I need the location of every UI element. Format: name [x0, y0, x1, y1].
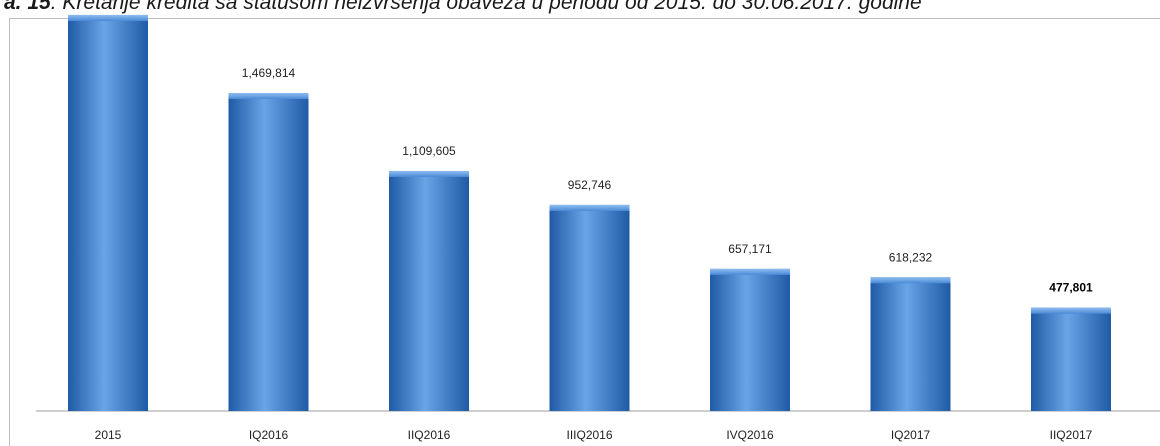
bars-group	[68, 14, 1111, 411]
bar-cap-iiq2017	[1031, 307, 1111, 314]
figure-caption-text: . Kretanje kredita sa statusom neizvršen…	[50, 0, 922, 14]
value-label-iq2016: 1,469,814	[242, 66, 296, 80]
category-label-2015: 2015	[95, 428, 122, 442]
value-label-iiq2017: 477,801	[1049, 281, 1093, 295]
bar-cap-ivq2016	[710, 268, 790, 275]
category-label-iiiq2016: IIIQ2016	[566, 428, 612, 442]
bar-cap-iq2016	[228, 93, 309, 100]
bar-iiq2016	[389, 170, 469, 411]
bar-iq2017	[870, 277, 951, 411]
bar-cap-iiiq2016	[549, 204, 630, 211]
bar-iq2016	[228, 93, 309, 411]
figure-caption-number: a. 15	[4, 0, 51, 14]
category-label-ivq2016: IVQ2016	[726, 428, 774, 442]
bar-cap-2015	[68, 14, 148, 21]
value-label-2015: 1,830,927	[81, 0, 135, 2]
value-label-iiq2016: 1,109,605	[402, 144, 456, 158]
category-label-iiq2016: IIQ2016	[408, 428, 451, 442]
category-labels-group: 2015 IQ2016 IIQ2016 IIIQ2016 IVQ2016 IQ2017 II…	[95, 428, 1093, 442]
value-label-iiiq2016: 952,746	[568, 178, 612, 192]
value-label-iq2017: 618,232	[889, 250, 933, 264]
bar-ivq2016	[710, 268, 790, 411]
bar-cap-iiq2016	[389, 170, 469, 177]
category-label-iq2016: IQ2016	[249, 428, 289, 442]
bar-iiq2017	[1031, 307, 1111, 411]
figure-caption: a. 15. Kretanje kredita sa statusom neiz…	[4, 0, 1160, 15]
value-labels-group: 1,830,927 1,469,814 1,109,605 952,746 657,17…	[81, 0, 1093, 295]
bar-cap-iq2017	[870, 277, 951, 284]
bar-2015	[68, 14, 148, 411]
value-label-ivq2016: 657,171	[728, 242, 772, 256]
category-label-iiq2017: IIQ2017	[1050, 428, 1093, 442]
chart-frame	[9, 18, 1160, 446]
bar-iiiq2016	[549, 204, 630, 411]
category-label-iq2017: IQ2017	[891, 428, 931, 442]
